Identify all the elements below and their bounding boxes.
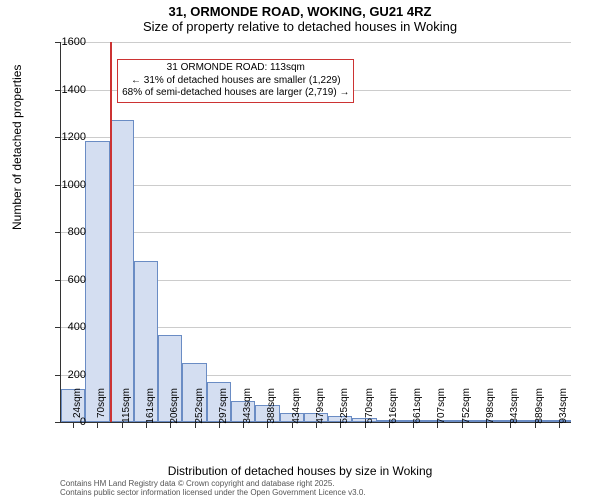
x-tick-label: 115sqm xyxy=(121,388,132,438)
x-tick-label: 479sqm xyxy=(315,388,326,438)
x-tick-label: 434sqm xyxy=(291,388,302,438)
x-tick-label: 252sqm xyxy=(194,388,205,438)
x-tick-label: 206sqm xyxy=(169,388,180,438)
y-tick-label: 400 xyxy=(46,321,86,333)
x-tick-label: 525sqm xyxy=(339,388,350,438)
x-axis-label: Distribution of detached houses by size … xyxy=(0,464,600,478)
y-tick-label: 1600 xyxy=(46,36,86,48)
y-tick-label: 800 xyxy=(46,226,86,238)
y-tick-label: 1200 xyxy=(46,131,86,143)
annotation-line2: ← 31% of detached houses are smaller (1,… xyxy=(122,75,349,88)
chart-title-line1: 31, ORMONDE ROAD, WOKING, GU21 4RZ xyxy=(0,0,600,19)
y-tick-label: 600 xyxy=(46,274,86,286)
footer-line2: Contains public sector information licen… xyxy=(60,489,366,498)
footer: Contains HM Land Registry data © Crown c… xyxy=(60,480,366,498)
x-tick-label: 388sqm xyxy=(266,388,277,438)
x-tick-label: 843sqm xyxy=(509,388,520,438)
grid-line xyxy=(61,185,571,186)
histogram-bar xyxy=(110,120,134,422)
grid-line xyxy=(61,42,571,43)
grid-line xyxy=(61,137,571,138)
y-tick-label: 1000 xyxy=(46,179,86,191)
x-tick-label: 161sqm xyxy=(145,388,156,438)
chart-title-line2: Size of property relative to detached ho… xyxy=(0,19,600,36)
y-axis-label: Number of detached properties xyxy=(10,65,24,230)
x-tick-label: 661sqm xyxy=(412,388,423,438)
x-tick-label: 297sqm xyxy=(218,388,229,438)
annotation-box: 31 ORMONDE ROAD: 113sqm ← 31% of detache… xyxy=(117,59,354,103)
x-tick-label: 752sqm xyxy=(461,388,472,438)
chart-container: 31, ORMONDE ROAD, WOKING, GU21 4RZ Size … xyxy=(0,0,600,500)
x-tick-label: 24sqm xyxy=(72,388,83,438)
annotation-line1: 31 ORMONDE ROAD: 113sqm xyxy=(122,62,349,75)
x-tick-label: 70sqm xyxy=(96,388,107,438)
x-tick-label: 343sqm xyxy=(242,388,253,438)
histogram-bar xyxy=(85,141,109,422)
x-tick-label: 707sqm xyxy=(436,388,447,438)
y-tick-label: 1400 xyxy=(46,84,86,96)
annotation-line3: 68% of semi-detached houses are larger (… xyxy=(122,87,349,100)
x-tick-label: 934sqm xyxy=(558,388,569,438)
y-tick-label: 200 xyxy=(46,369,86,381)
x-tick-label: 616sqm xyxy=(388,388,399,438)
x-tick-label: 570sqm xyxy=(364,388,375,438)
x-tick-label: 798sqm xyxy=(485,388,496,438)
marker-line xyxy=(110,42,112,422)
plot-area: 31 ORMONDE ROAD: 113sqm ← 31% of detache… xyxy=(60,42,571,423)
grid-line xyxy=(61,232,571,233)
x-tick-label: 889sqm xyxy=(534,388,545,438)
